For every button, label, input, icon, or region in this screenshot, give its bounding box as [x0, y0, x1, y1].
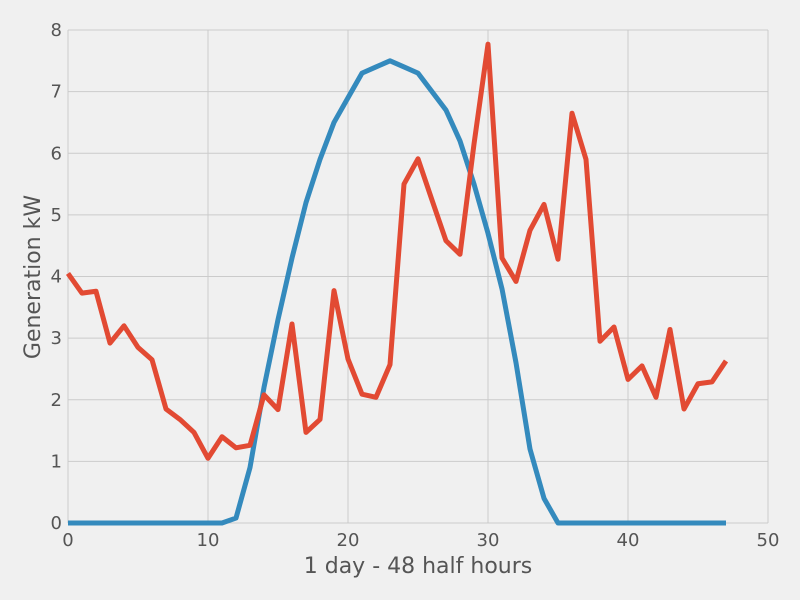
x-tick-label: 10 [197, 530, 220, 551]
y-tick-label: 8 [51, 20, 62, 41]
series-line-2 [65, 41, 729, 461]
y-tick-label: 5 [51, 205, 62, 226]
series-line-1 [68, 58, 726, 526]
x-tick-label: 0 [62, 530, 73, 551]
y-tick-labels: 0 1 2 3 4 5 6 7 8 [51, 20, 62, 534]
x-tick-label: 40 [617, 530, 640, 551]
y-tick-label: 3 [51, 328, 62, 349]
x-tick-labels: 0 10 20 30 40 50 [62, 530, 779, 551]
y-tick-label: 1 [51, 451, 62, 472]
y-tick-label: 2 [51, 390, 62, 411]
y-tick-label: 0 [51, 513, 62, 534]
x-axis-title: 1 day - 48 half hours [304, 554, 533, 579]
y-tick-label: 7 [51, 82, 62, 103]
series-lines [65, 41, 729, 526]
x-tick-label: 20 [337, 530, 360, 551]
y-tick-label: 4 [51, 267, 62, 288]
x-tick-label: 50 [757, 530, 780, 551]
y-tick-label: 6 [51, 143, 62, 164]
x-tick-label: 30 [477, 530, 500, 551]
y-axis-title: Generation kW [21, 195, 46, 359]
